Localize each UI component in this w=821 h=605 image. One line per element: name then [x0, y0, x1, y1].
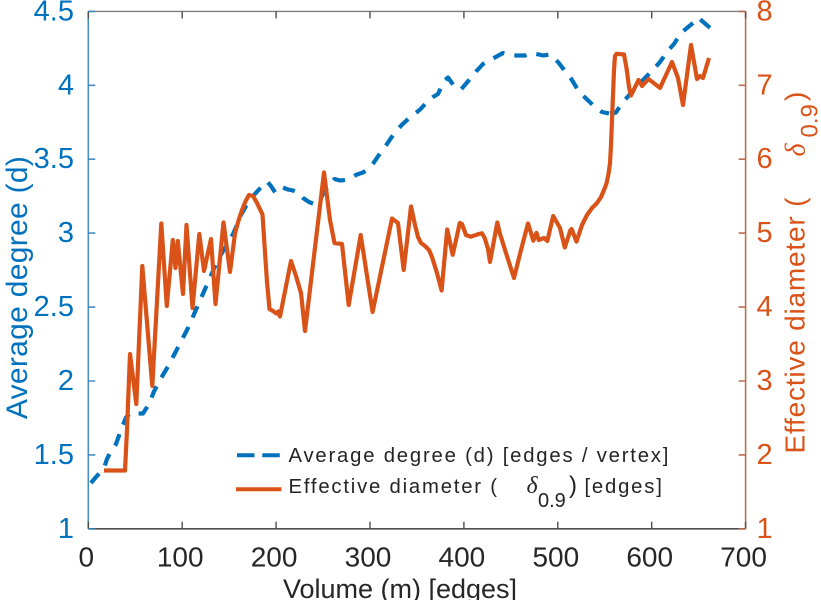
svg-text:300: 300 [345, 542, 392, 573]
svg-text:0.9: 0.9 [538, 490, 566, 512]
svg-text:3.5: 3.5 [34, 143, 74, 175]
svg-text:4: 4 [757, 291, 773, 323]
svg-text:1: 1 [757, 513, 773, 545]
svg-text:Effective diameter (: Effective diameter ( [780, 197, 811, 454]
svg-text:3: 3 [757, 365, 773, 397]
svg-text:1: 1 [58, 513, 74, 545]
svg-text:8: 8 [757, 0, 773, 27]
svg-text:4: 4 [58, 69, 74, 101]
svg-text:200: 200 [251, 542, 298, 573]
svg-text:6: 6 [757, 143, 773, 175]
svg-text:0: 0 [79, 542, 95, 573]
svg-text:Volume (m) [edges]: Volume (m) [edges] [283, 574, 517, 600]
svg-text:Average degree (d) [edges / ve: Average degree (d) [edges / vertex] [289, 445, 671, 467]
svg-text:3: 3 [58, 217, 74, 249]
svg-text:600: 600 [626, 542, 673, 573]
svg-text:1.5: 1.5 [34, 439, 74, 471]
svg-text:2: 2 [58, 365, 74, 397]
svg-text:7: 7 [757, 69, 773, 101]
svg-text:[edges]: [edges] [585, 476, 664, 498]
svg-text:2.5: 2.5 [34, 291, 74, 323]
svg-text:400: 400 [439, 542, 486, 573]
svg-text:δ: δ [781, 143, 812, 157]
svg-text:500: 500 [532, 542, 579, 573]
svg-text:4.5: 4.5 [34, 0, 74, 27]
svg-text:δ: δ [527, 473, 539, 499]
svg-text:5: 5 [757, 217, 773, 249]
svg-text:2: 2 [757, 439, 773, 471]
svg-text:Effective diameter (: Effective diameter ( [289, 476, 499, 498]
svg-text:): ) [780, 92, 811, 101]
svg-text:100: 100 [157, 542, 204, 573]
svg-text:700: 700 [720, 542, 767, 573]
svg-text:0.9: 0.9 [797, 104, 821, 137]
svg-text:): ) [569, 472, 577, 499]
svg-text:Average degree (d): Average degree (d) [1, 156, 34, 419]
